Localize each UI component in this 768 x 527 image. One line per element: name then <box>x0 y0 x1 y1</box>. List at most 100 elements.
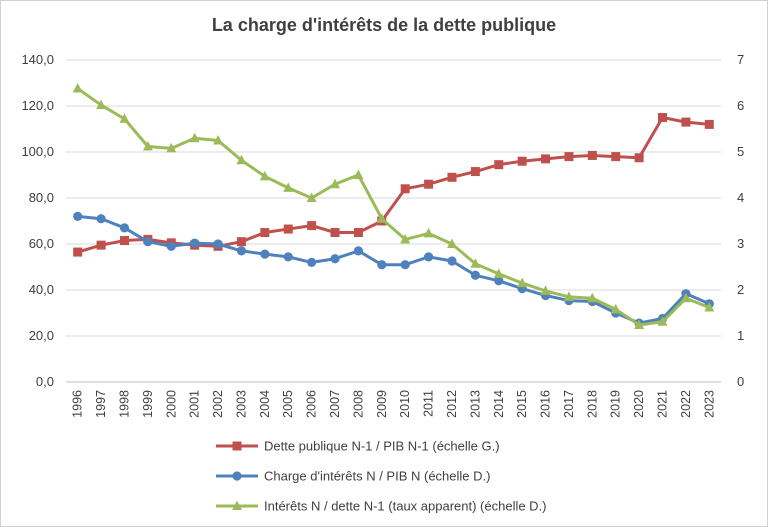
data-point <box>704 119 714 129</box>
right-axis-tick-label: 5 <box>737 144 744 159</box>
data-point <box>564 152 574 162</box>
data-point <box>517 156 527 166</box>
x-axis-tick-label: 2017 <box>562 390 576 418</box>
data-point <box>236 237 246 247</box>
data-point <box>376 213 387 223</box>
right-axis-tick-label: 0 <box>737 374 744 389</box>
data-point <box>493 268 504 278</box>
data-point <box>330 228 340 237</box>
series-line-0 <box>77 116 710 254</box>
data-point <box>259 170 270 181</box>
right-axis-tick-label: 6 <box>737 98 744 113</box>
x-axis-tick-label: 2020 <box>632 390 646 418</box>
data-point <box>166 241 176 251</box>
x-axis-tick-label: 2023 <box>702 390 716 418</box>
data-point <box>306 192 317 202</box>
data-point <box>400 233 411 244</box>
data-point <box>447 172 457 182</box>
data-point <box>424 179 434 189</box>
data-point <box>634 153 644 163</box>
data-point <box>446 238 457 248</box>
data-point <box>470 258 481 268</box>
data-point <box>307 257 317 267</box>
data-point <box>330 178 341 189</box>
data-point <box>260 228 270 237</box>
right-axis-tick-label: 4 <box>737 190 744 205</box>
data-point <box>213 239 223 249</box>
right-axis-tick-label: 7 <box>737 52 744 67</box>
legend-label: Intérêts N / dette N-1 (taux apparent) (… <box>264 499 547 514</box>
x-axis-tick-label: 2009 <box>375 390 389 418</box>
left-axis-tick-label: 140,0 <box>21 52 54 67</box>
x-axis-tick-label: 2013 <box>468 390 482 418</box>
data-point <box>330 254 340 264</box>
data-point <box>119 113 130 123</box>
left-axis-tick-label: 120,0 <box>21 98 54 113</box>
data-point <box>283 224 293 234</box>
data-point <box>540 285 551 295</box>
data-point <box>634 319 645 329</box>
data-point <box>96 99 107 110</box>
data-point <box>260 249 270 259</box>
legend-label: Charge d'intérêts N / PIB N (échelle D.) <box>264 469 490 484</box>
data-point <box>447 256 457 266</box>
series-line-2 <box>76 87 710 327</box>
right-axis-tick-label: 2 <box>737 282 744 297</box>
x-axis-tick-label: 2008 <box>351 390 365 418</box>
legend-label: Dette publique N-1 / PIB N-1 (échelle G.… <box>264 439 500 454</box>
data-point <box>563 291 574 301</box>
data-point <box>470 167 480 177</box>
data-point <box>119 223 130 233</box>
x-axis-tick-label: 2019 <box>609 390 623 418</box>
data-point <box>213 135 224 145</box>
x-axis-tick-label: 1996 <box>71 390 85 418</box>
left-axis-tick-label: 20,0 <box>29 328 54 343</box>
x-axis-tick-label: 2004 <box>258 390 272 418</box>
data-point <box>400 260 410 270</box>
data-point <box>541 154 551 164</box>
x-axis-tick-label: 2012 <box>445 390 459 418</box>
data-point <box>587 150 597 160</box>
data-point <box>73 211 83 221</box>
left-axis-tick-label: 40,0 <box>29 282 54 297</box>
x-axis-tick-label: 2016 <box>539 390 553 418</box>
data-point <box>236 154 247 165</box>
series-line-1 <box>77 214 710 325</box>
x-axis-tick-label: 2001 <box>188 390 202 418</box>
x-axis-tick-label: 2022 <box>679 390 693 418</box>
data-point <box>423 252 434 262</box>
data-point <box>494 160 504 170</box>
right-axis-tick-label: 3 <box>737 236 744 251</box>
x-axis-tick-label: 2003 <box>234 390 248 418</box>
x-axis-tick-label: 1999 <box>141 390 155 418</box>
data-point <box>353 246 364 256</box>
data-point <box>96 214 106 224</box>
x-axis-tick-label: 2021 <box>656 390 670 418</box>
data-point <box>610 303 621 314</box>
data-point <box>681 117 691 127</box>
data-point <box>72 83 83 93</box>
data-point <box>189 132 200 143</box>
x-axis-tick-label: 1997 <box>94 390 108 418</box>
x-axis-tick-label: 2006 <box>305 390 319 418</box>
data-point <box>704 301 715 312</box>
data-point <box>494 276 504 286</box>
legend-marker <box>232 441 242 451</box>
data-point <box>307 221 317 231</box>
x-axis-tick-label: 2002 <box>211 390 225 418</box>
data-point <box>353 228 363 237</box>
data-point <box>517 277 528 288</box>
x-axis-tick-label: 2011 <box>422 390 436 417</box>
data-point <box>470 270 480 280</box>
chart-title: La charge d'intérêts de la dette publiqu… <box>211 15 557 35</box>
x-axis-tick-label: 2000 <box>164 390 178 418</box>
data-point <box>96 240 106 250</box>
data-point <box>587 292 598 303</box>
left-axis-tick-label: 0,0 <box>36 374 54 389</box>
data-point <box>353 169 364 179</box>
data-point <box>377 260 387 270</box>
left-axis-tick-label: 80,0 <box>29 190 54 205</box>
x-axis-tick-label: 2005 <box>281 390 295 418</box>
